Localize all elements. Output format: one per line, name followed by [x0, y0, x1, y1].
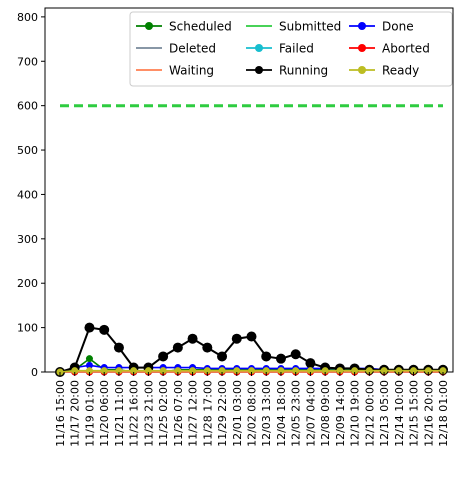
y-tick-label: 0 [31, 366, 38, 379]
data-point-ready [174, 367, 182, 375]
legend-marker-running [255, 66, 263, 74]
data-point-ready [71, 367, 79, 375]
x-tick-label: 12/16 20:00 [422, 380, 435, 447]
data-point-ready [439, 367, 447, 375]
x-tick-label: 11/29 22:00 [216, 380, 229, 447]
x-tick-label: 12/18 01:00 [437, 380, 450, 447]
data-point-running [261, 351, 272, 362]
data-point-running [172, 342, 183, 353]
legend-marker-scheduled [145, 22, 153, 30]
data-point-ready [336, 367, 344, 375]
x-tick-label: 11/23 21:00 [142, 380, 155, 447]
legend-label-ready: Ready [382, 64, 419, 78]
legend-marker-done [358, 22, 366, 30]
legend-label-waiting: Waiting [169, 64, 214, 78]
y-tick-labels: 0 100 200 300 400 500 600 700 800 [17, 11, 45, 379]
data-point-running [202, 342, 213, 353]
x-tick-label: 12/01 03:00 [231, 380, 244, 447]
x-tick-label: 11/16 15:00 [54, 380, 67, 447]
data-point-ready [351, 367, 359, 375]
data-point-done [85, 361, 93, 369]
data-point-ready [130, 367, 138, 375]
data-point-running [290, 349, 301, 360]
data-point-ready [189, 367, 197, 375]
y-tick-label: 700 [17, 55, 38, 68]
data-point-running [246, 331, 257, 342]
x-tick-label: 12/15 15:00 [408, 380, 421, 447]
x-tick-label: 11/21 11:00 [113, 380, 126, 447]
data-point-ready [395, 367, 403, 375]
y-tick-label: 100 [17, 322, 38, 335]
data-point-ready [218, 367, 226, 375]
x-tick-label: 12/08 09:00 [319, 380, 332, 447]
data-point-running [113, 342, 124, 353]
data-point-ready [100, 367, 108, 375]
data-point-ready [306, 367, 314, 375]
legend-label-scheduled: Scheduled [169, 20, 232, 34]
data-point-ready [144, 367, 152, 375]
data-point-ready [203, 367, 211, 375]
legend-box [129, 11, 453, 87]
data-point-running [158, 351, 169, 362]
data-point-running [217, 351, 228, 362]
data-point-ready [365, 367, 373, 375]
legend-label-done: Done [382, 20, 414, 34]
data-point-running [305, 358, 316, 369]
legend: Scheduled Submitted Done Deleted Failed Abort… [129, 11, 453, 87]
data-point-ready [424, 367, 432, 375]
y-tick-label: 600 [17, 100, 38, 113]
y-tick-label: 500 [17, 144, 38, 157]
legend-label-submitted: Submitted [279, 20, 341, 34]
legend-marker-aborted [358, 44, 366, 52]
x-tick-label: 12/05 23:00 [290, 380, 303, 447]
x-tick-label: 12/10 19:00 [349, 380, 362, 447]
x-tick-label: 12/13 05:00 [378, 380, 391, 447]
y-tick-label: 200 [17, 277, 38, 290]
data-point-ready [115, 367, 123, 375]
x-tick-label: 11/20 06:00 [98, 380, 111, 447]
data-point-ready [248, 367, 255, 375]
data-point-running [84, 322, 95, 333]
x-tick-label: 11/19 01:00 [83, 380, 96, 447]
legend-label-deleted: Deleted [169, 42, 216, 56]
x-tick-label: 12/07 04:00 [304, 380, 317, 447]
data-point-running [231, 333, 242, 344]
data-point-running [99, 324, 110, 335]
x-tick-label: 12/02 08:00 [246, 380, 259, 447]
data-point-scheduled [85, 355, 93, 363]
legend-marker-ready [358, 66, 366, 74]
x-tick-label: 12/14 10:00 [393, 380, 406, 447]
data-point-ready [277, 367, 285, 375]
x-tick-label: 11/25 02:00 [157, 380, 170, 447]
legend-label-failed: Failed [279, 42, 314, 56]
data-point-ready [159, 367, 167, 375]
data-point-running [275, 353, 286, 364]
x-tick-label: 11/28 17:00 [201, 380, 214, 447]
legend-label-running: Running [279, 64, 328, 78]
data-point-ready [233, 367, 241, 375]
x-tick-label: 12/03 13:00 [260, 380, 273, 447]
data-point-ready [262, 367, 270, 375]
x-tick-label: 12/09 14:00 [334, 380, 347, 447]
x-tick-label: 12/12 00:00 [363, 380, 376, 447]
legend-label-aborted: Aborted [382, 42, 430, 56]
series-layer [55, 104, 448, 377]
data-point-ready [410, 367, 418, 375]
data-point-running [187, 333, 198, 344]
data-point-ready [321, 367, 329, 375]
y-tick-label: 800 [17, 11, 38, 24]
x-tick-label: 11/26 07:00 [172, 380, 185, 447]
legend-marker-failed [255, 44, 263, 52]
x-tick-label: 12/04 18:00 [275, 380, 288, 447]
data-point-ready [380, 367, 388, 375]
x-tick-label: 11/17 20:00 [69, 380, 82, 447]
x-tick-labels: 11/16 15:00 11/17 20:00 11/19 01:00 11/20 0… [54, 372, 450, 447]
y-tick-label: 400 [17, 188, 38, 201]
x-tick-label: 11/27 12:00 [187, 380, 200, 447]
y-tick-label: 300 [17, 233, 38, 246]
data-point-ready [85, 367, 93, 375]
x-tick-label: 11/22 16:00 [128, 380, 141, 447]
data-point-ready [292, 367, 300, 375]
